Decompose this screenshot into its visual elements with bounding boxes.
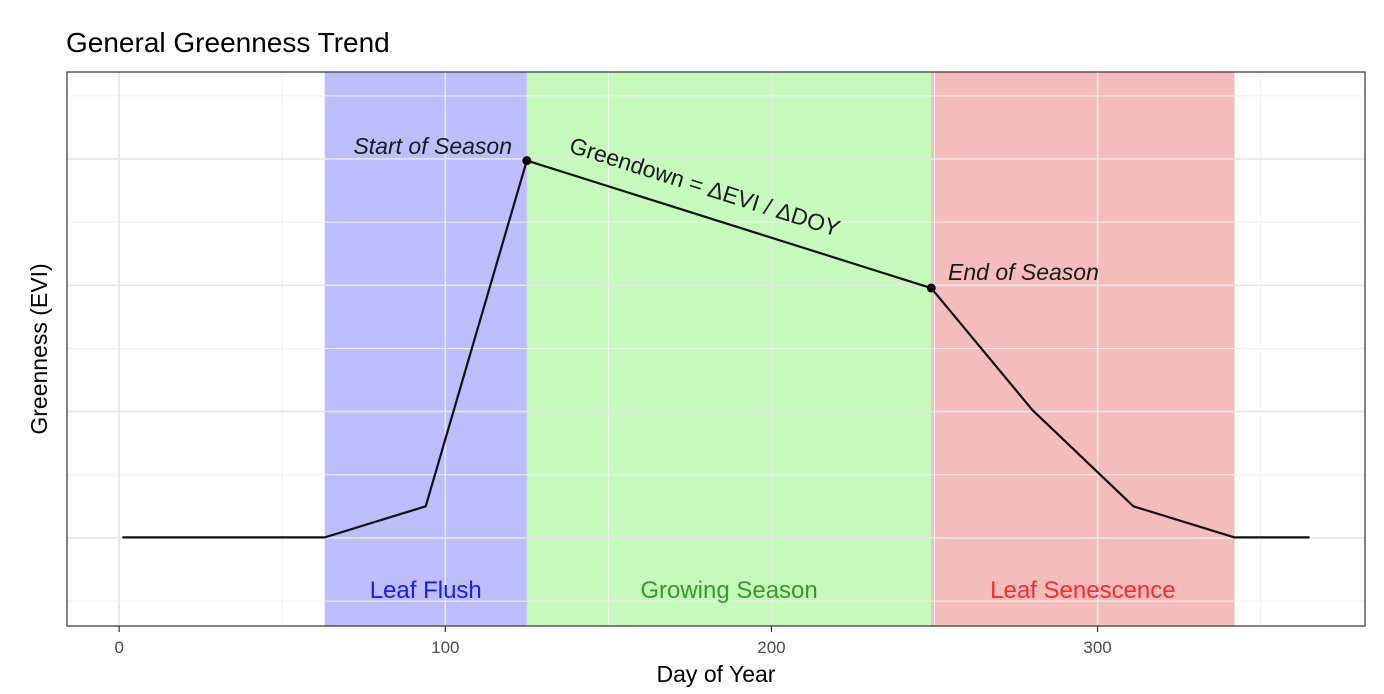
key-points	[522, 156, 936, 293]
point-start-of-season	[522, 156, 532, 166]
season-bands	[324, 72, 1235, 626]
x-axis-title: Day of Year	[657, 661, 776, 687]
y-axis-title: Greenness (EVI)	[26, 263, 52, 434]
chart-title: General Greenness Trend	[66, 27, 390, 58]
band-1	[526, 72, 932, 626]
x-tick-label: 100	[431, 638, 459, 657]
band-0	[324, 72, 527, 626]
x-axis-ticks: 0 100 200 300	[114, 626, 1112, 657]
plot-panel-border	[66, 71, 1366, 627]
point-end-of-season	[926, 283, 936, 293]
x-tick-label: 0	[114, 638, 123, 657]
annotation-end-of-season: End of Season	[948, 259, 1099, 285]
annotation-start-of-season: Start of Season	[353, 133, 512, 159]
band-labels: Leaf Flush Growing Season Leaf Senescence	[370, 577, 1176, 604]
x-tick-label: 200	[757, 638, 785, 657]
x-tick-label: 300	[1083, 638, 1111, 657]
band-label-1: Growing Season	[640, 577, 817, 604]
band-label-2: Leaf Senescence	[990, 577, 1175, 604]
band-label-0: Leaf Flush	[370, 577, 482, 604]
band-2	[931, 72, 1235, 626]
